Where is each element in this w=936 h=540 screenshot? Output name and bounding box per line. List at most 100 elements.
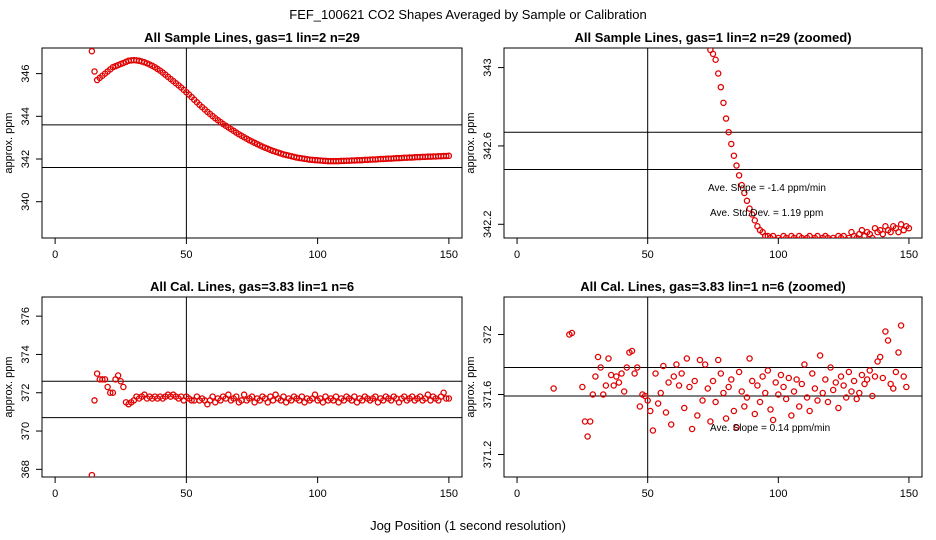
data-point [264,399,271,406]
data-point [741,189,748,197]
data-point [618,370,625,377]
data-point [442,152,450,160]
panel-4: All Cal. Lines, gas=3.83 lin=1 n=6 (zoom… [465,279,923,500]
data-point [809,370,816,377]
x-tick-label: 50 [642,249,654,261]
annotation: Ave. Std.Dev. = 1.19 ppm [710,208,823,219]
data-point [269,397,277,404]
data-point [613,373,620,380]
data-point [701,361,709,368]
data-point [720,99,727,107]
x-tick-label: 50 [180,249,192,261]
x-tick-label: 50 [642,488,654,500]
x-tick-label: 0 [52,488,58,500]
data-point [762,232,769,238]
data-point [225,391,232,398]
data-point [879,230,887,238]
x-tick-label: 150 [900,488,918,500]
data-point [683,355,691,362]
plot-frame [41,47,463,239]
data-point [827,364,834,371]
data-point [568,329,576,337]
data-point [728,376,735,383]
data-point [858,226,866,234]
y-tick-label: 372 [20,384,32,402]
data-point [644,397,651,404]
data-point [709,50,717,58]
y-tick-label: 371.6 [482,381,494,409]
chart-panels: All Sample Lines, gas=1 lin=2 n=29 0 50 100… [3,30,923,500]
data-point [897,221,905,228]
chart-title: All Cal. Lines, gas=3.83 lin=1 n=6 [150,279,354,294]
y-tick-label: 368 [20,460,32,478]
data-point [720,389,727,397]
data-point [879,374,887,382]
chart-title: All Sample Lines, gas=1 lin=2 n=29 [144,30,360,45]
data-point [887,228,894,236]
data-point [298,393,306,400]
data-point [775,391,782,398]
data-point [600,391,607,398]
figure-xlabel: Jog Position (1 second resolution) [370,518,566,533]
data-point [209,393,216,400]
y-tick-label: 344 [20,107,32,125]
data-point [900,373,907,380]
data-point [801,361,808,368]
data-point [691,377,698,385]
y-tick-label: 342 [20,150,32,168]
x-tick-label: 0 [52,249,58,261]
data-point [845,234,853,238]
chart-title: All Sample Lines, gas=1 lin=2 n=29 (zoom… [574,30,851,45]
data-point [652,370,659,377]
y-tick-label: 376 [20,307,32,325]
data-point [806,407,813,415]
data-point [890,385,897,392]
data-point [620,388,628,395]
panel-2: All Sample Lines, gas=1 lin=2 n=29 (zoom… [465,30,923,261]
x-tick-label: 100 [308,488,326,500]
data-point [871,373,879,380]
data-point [445,152,453,160]
plot-frame [503,296,923,478]
data-point [107,389,114,396]
y-tick-label: 370 [20,422,32,440]
data-point [892,368,900,376]
data-point [845,368,853,376]
data-point [730,407,738,415]
data-point [730,152,738,159]
data-point [707,418,714,425]
data-point [120,383,127,391]
panel-1: All Sample Lines, gas=1 lin=2 n=29 0 50 100… [3,30,463,261]
x-tick-label: 150 [900,249,918,261]
data-point [232,393,240,400]
data-point [735,172,743,179]
data-point [694,412,701,419]
data-point [764,367,772,374]
data-point [785,374,793,382]
data-point [91,68,98,75]
data-point [822,376,829,383]
data-point [699,397,706,404]
data-point [748,211,756,218]
data-point [738,181,745,189]
data-point [696,356,704,364]
data-point [717,83,725,91]
data-point [814,397,821,404]
data-point [610,382,617,389]
data-point [803,394,811,401]
data-point [91,397,98,404]
data-point [738,388,745,395]
data-point [858,371,866,379]
data-point [759,373,766,380]
data-point [735,368,743,376]
data-point [751,410,759,418]
data-point [743,197,751,205]
data-point [586,418,594,425]
data-point [623,364,631,371]
data-point [897,322,905,329]
data-point [445,395,453,402]
data-point [722,115,730,122]
data-point [332,393,340,400]
data-point [660,362,667,370]
data-point [649,427,657,434]
